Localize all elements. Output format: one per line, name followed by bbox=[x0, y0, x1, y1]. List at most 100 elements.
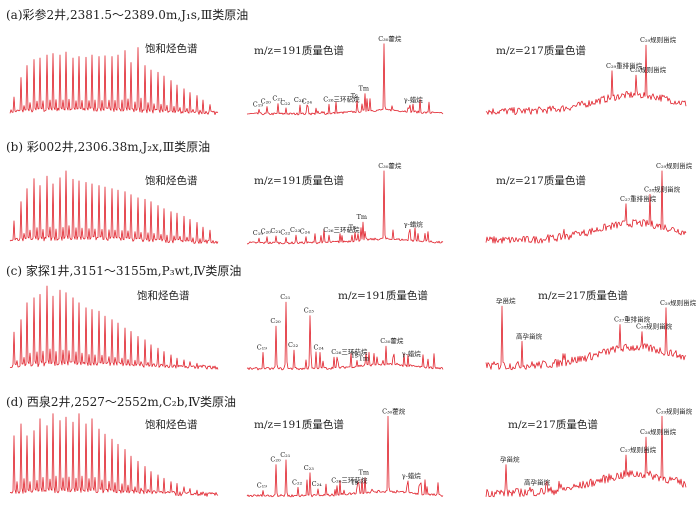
row-d-m191-peak-label: Ts bbox=[351, 478, 358, 486]
row-c-m217-peak-label: 高孕甾烷 bbox=[516, 331, 543, 340]
row-d-saturated-label: 饱和烃色谱 bbox=[145, 418, 198, 431]
row-d: (d) 西泉2井,2527～2552m,C₂b,Ⅳ类原油 饱和烃色谱 m/z=1… bbox=[6, 395, 693, 498]
row-c-m217-peak-label: 孕甾烷 bbox=[496, 296, 516, 305]
row-b-m191-peak-label: Ts bbox=[349, 223, 356, 231]
row-b-m191-peak-label: C₂₂ bbox=[280, 228, 291, 236]
row-a-m217-label: m/z=217质量色谱 bbox=[496, 44, 586, 57]
row-c-m217-label: m/z=217质量色谱 bbox=[538, 289, 628, 302]
row-a-m191-peak-label: Tm bbox=[359, 85, 370, 93]
row-d-m217-trace bbox=[485, 415, 687, 498]
row-c-m191-trace bbox=[246, 301, 444, 371]
row-a-m217-trace bbox=[485, 44, 687, 115]
row-d-m191-label: m/z=191质量色谱 bbox=[254, 418, 344, 431]
row-c-title: (c) 家探1井,3151～3155m,P₃wt,Ⅳ类原油 bbox=[6, 263, 241, 278]
row-b-m191-trace bbox=[247, 170, 444, 245]
row-d-m191-peak-label: Tm bbox=[359, 469, 370, 477]
row-a-saturated-chart: 饱和烃色谱 bbox=[9, 42, 219, 115]
row-d-m217-peak-label: C₂₉规则甾烷 bbox=[656, 406, 693, 415]
row-b-m191-peak-label: C₃₀藿烷 bbox=[378, 161, 402, 170]
row-d-m191-trace bbox=[246, 415, 444, 498]
row-b-m191-peak-label: C₂₆三环萜烷 bbox=[323, 225, 360, 234]
row-a-m217-peak-label: C₂₉规则甾烷 bbox=[640, 35, 677, 44]
row-c-m191-peak-label: C₂₁ bbox=[280, 293, 291, 301]
row-c-m191-peak-label: γ-蜡烷 bbox=[402, 349, 422, 358]
row-a-m191-peak-label: C₂₄ bbox=[302, 98, 313, 106]
row-b-m191-peak-label: γ-蜡烷 bbox=[404, 219, 424, 228]
row-d-m191-peak-label: C₂₁ bbox=[280, 451, 291, 459]
row-a-m191-peak-label: Ts bbox=[351, 92, 358, 100]
row-b-m217-peak-label: C₂₇重排甾烷 bbox=[620, 194, 657, 203]
row-b-m191-peak-label: C₂₁ bbox=[270, 227, 281, 235]
row-a-m191-label: m/z=191质量色谱 bbox=[254, 44, 344, 57]
row-c-m191-peak-label: C₂₃ bbox=[304, 307, 315, 315]
row-b-m191-peak-label: C₁₉ bbox=[253, 229, 264, 237]
row-d-m191-peak-label: C₂₆三环萜烷 bbox=[331, 476, 368, 485]
row-b-m217-peak-label: C₂₈规则甾烷 bbox=[644, 184, 681, 193]
row-b-m191-peak-label: C₂₄ bbox=[300, 228, 311, 236]
row-c-m191-peak-label: C₂₀ bbox=[270, 317, 281, 325]
row-c-m217-peak-label: C₂₇重排甾烷 bbox=[614, 315, 651, 324]
row-a-m191-peak-label: C₁₉ bbox=[253, 100, 264, 108]
row-b-saturated-chart: 饱和烃色谱 bbox=[9, 170, 219, 244]
row-c-saturated-trace bbox=[9, 285, 219, 370]
row-c-m191-peak-label: C₁₉ bbox=[257, 343, 268, 351]
row-d-m191-peak-label: γ-蜡烷 bbox=[402, 471, 422, 480]
row-a-m217-peak-label: C₂₉重排甾烷 bbox=[606, 61, 643, 70]
row-a-saturated-trace bbox=[9, 47, 219, 115]
row-a-m191-peak-label: C₂₂ bbox=[280, 99, 291, 107]
row-b-m217-label: m/z=217质量色谱 bbox=[496, 174, 586, 187]
row-b-m217-peak-label: C₂₉规则甾烷 bbox=[656, 161, 693, 170]
row-a-m191-peak-label: γ-蜡烷 bbox=[404, 95, 424, 104]
row-c-m191-peak-label: Ts bbox=[351, 351, 358, 359]
row-b: (b) 彩002井,2306.38m,J₂x,Ⅲ类原油 饱和烃色谱 m/z=19… bbox=[6, 140, 693, 245]
row-d-m217-peak-label: 孕甾烷 bbox=[500, 455, 520, 464]
row-a-m191-peak-label: C₂₃ bbox=[294, 96, 305, 104]
row-d-m191-peak-label: C₂₂ bbox=[292, 478, 303, 486]
row-d-m217-peak-label: C₂₇规则甾烷 bbox=[620, 445, 657, 454]
row-d-m191-peak-label: C₁₉ bbox=[257, 482, 268, 490]
row-b-m191-peak-label: Tm bbox=[357, 213, 368, 221]
row-a: (a)彩参2井,2381.5～2389.0m,J₁s,Ⅲ类原油 饱和烃色谱 m/… bbox=[6, 7, 687, 116]
row-d-m217-label: m/z=217质量色谱 bbox=[508, 418, 598, 431]
row-c-m191-peak-label: C₂₂ bbox=[288, 341, 299, 349]
row-c-m191-peak-label: C₃₀藿烷 bbox=[380, 336, 404, 345]
row-c-m217-peak-label: C₂₉规则甾烷 bbox=[660, 298, 697, 307]
row-c: (c) 家探1井,3151～3155m,P₃wt,Ⅳ类原油 饱和烃色谱 m/z=… bbox=[6, 263, 697, 371]
row-a-m191-trace bbox=[246, 43, 444, 116]
row-d-title: (d) 西泉2井,2527～2552m,C₂b,Ⅳ类原油 bbox=[6, 395, 236, 409]
row-a-m191-peak-label: C₂₀ bbox=[261, 98, 272, 106]
row-d-m191-peak-label: C₂₃ bbox=[304, 464, 315, 472]
row-a-title: (a)彩参2井,2381.5～2389.0m,J₁s,Ⅲ类原油 bbox=[6, 7, 248, 22]
row-b-m191-peak-label: C₂₃ bbox=[290, 226, 301, 234]
row-c-m217-peak-label: C₂₈规则甾烷 bbox=[636, 322, 673, 331]
row-c-m191-peak-label: C₂₄ bbox=[314, 343, 325, 351]
row-d-m191-peak-label: C₂₄ bbox=[312, 480, 323, 488]
row-b-m191-peak-label: C₂₀ bbox=[261, 228, 272, 236]
row-a-m191-peak-label: C₂₆三环萜烷 bbox=[323, 94, 360, 103]
row-d-m217-peak-label: C₂₈规则甾烷 bbox=[640, 427, 677, 436]
row-c-saturated-label: 饱和烃色谱 bbox=[137, 289, 190, 302]
row-b-m191-label: m/z=191质量色谱 bbox=[254, 174, 344, 187]
row-b-saturated-label: 饱和烃色谱 bbox=[145, 174, 198, 187]
row-c-m191-peak-label: C₂₆三环萜烷 bbox=[331, 347, 368, 356]
row-a-m217-peak-label: C₂₈规则甾烷 bbox=[630, 65, 667, 74]
row-a-m191-peak-label: C₃₀藿烷 bbox=[378, 34, 402, 43]
row-b-title: (b) 彩002井,2306.38m,J₂x,Ⅲ类原油 bbox=[6, 140, 210, 154]
row-d-saturated-trace bbox=[9, 413, 219, 497]
row-c-m217-trace bbox=[485, 305, 687, 371]
row-a-saturated-label: 饱和烃色谱 bbox=[145, 42, 198, 55]
row-d-m217-peak-label: 高孕甾烷 bbox=[524, 477, 551, 486]
row-d-m191-peak-label: C₂₀ bbox=[270, 456, 281, 464]
row-d-saturated-chart: 饱和烃色谱 bbox=[9, 413, 219, 497]
row-d-m191-peak-label: C₃₀藿烷 bbox=[382, 406, 406, 415]
row-c-saturated-chart: 饱和烃色谱 bbox=[9, 285, 219, 370]
row-c-m191-peak-label: Tm bbox=[359, 355, 370, 363]
